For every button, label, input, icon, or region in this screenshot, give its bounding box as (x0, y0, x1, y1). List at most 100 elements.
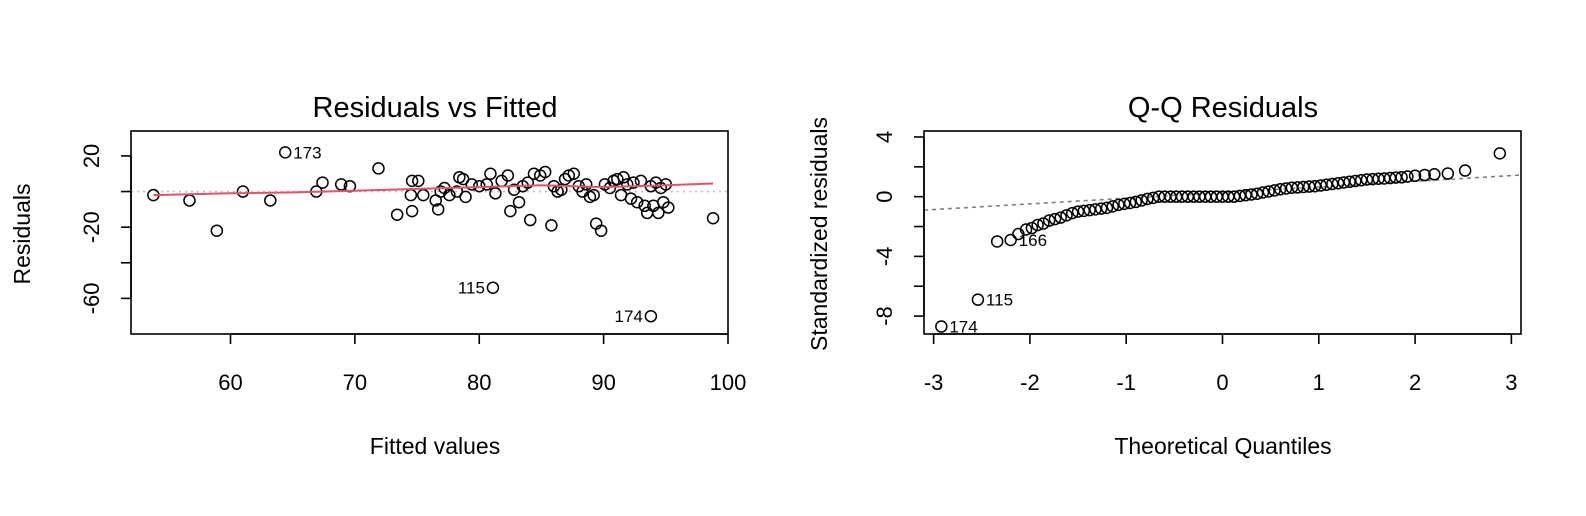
data-point (652, 206, 665, 220)
data-point (316, 176, 329, 189)
data-point (1037, 217, 1050, 230)
x-tick-label: -1 (1116, 370, 1136, 395)
y-tick-label: -20 (79, 211, 104, 243)
data-point (1141, 192, 1154, 206)
data-point (1135, 194, 1148, 207)
data-point (1106, 200, 1119, 213)
smooth-line (153, 182, 714, 197)
data-point (417, 188, 430, 202)
data-point (611, 172, 624, 186)
data-point (1418, 168, 1431, 182)
data-point (183, 194, 196, 207)
data-point (501, 169, 515, 182)
residuals-vs-fitted-panel: Residuals vs Fitted Fitted values Residu… (9, 92, 746, 459)
data-point (567, 167, 581, 180)
data-point (630, 195, 644, 209)
x-tick-label: 70 (343, 370, 367, 395)
data-point (404, 188, 418, 202)
data-point (594, 224, 608, 237)
x-tick-label: 1 (1313, 370, 1325, 395)
data-point (236, 185, 250, 198)
x-tick-label: 3 (1505, 370, 1517, 395)
data-point (627, 176, 640, 189)
data-point (1395, 171, 1408, 184)
y-tick-label: -8 (872, 306, 897, 326)
data-point (264, 194, 277, 207)
point-label: 174 (949, 318, 977, 337)
y-tick-label: 20 (79, 144, 104, 168)
y-tick-label: 4 (872, 131, 897, 143)
data-point (644, 309, 658, 323)
data-point (1250, 187, 1264, 200)
data-point (1262, 185, 1275, 198)
data-point (1054, 211, 1067, 224)
data-point (1094, 202, 1108, 215)
data-point (1118, 197, 1131, 211)
data-point (1441, 167, 1455, 180)
data-point (1019, 223, 1033, 236)
data-point (1428, 168, 1441, 181)
data-point (1401, 170, 1414, 183)
data-point (486, 281, 500, 294)
data-point (1004, 233, 1017, 247)
data-point (504, 204, 517, 218)
plot-frame (130, 130, 729, 335)
data-point (390, 208, 404, 221)
data-point (278, 146, 292, 159)
data-point (634, 174, 648, 188)
y-tick-label: -60 (79, 282, 104, 314)
data-point (1458, 164, 1472, 177)
data-point (372, 162, 385, 175)
x-tick-label: 80 (467, 370, 491, 395)
x-tick-label: 0 (1216, 370, 1228, 395)
data-point (405, 174, 419, 188)
data-point (587, 188, 600, 202)
data-point (624, 192, 638, 205)
data-point (1408, 169, 1422, 183)
data-point (706, 212, 720, 225)
data-point (538, 165, 552, 179)
data-point (1129, 195, 1143, 209)
data-point (443, 188, 456, 202)
data-point (555, 183, 568, 197)
data-point (521, 176, 535, 189)
data-point (1112, 198, 1125, 212)
point-label: 173 (293, 143, 321, 162)
x-tick-label: -2 (1020, 370, 1040, 395)
x-tick-label: 90 (591, 370, 615, 395)
y-axis-label: Standardized residuals (806, 117, 832, 351)
x-tick-label: 100 (710, 370, 747, 395)
x-tick-label: 60 (218, 370, 242, 395)
data-point (480, 178, 493, 191)
point-label: 166 (1019, 231, 1047, 250)
data-point (640, 206, 654, 220)
data-point (1042, 214, 1056, 227)
data-point (1100, 201, 1114, 215)
chart-title: Residuals vs Fitted (313, 92, 558, 124)
data-point (545, 219, 558, 232)
y-tick-label: 0 (872, 191, 897, 203)
data-point (1256, 186, 1270, 199)
data-point (1268, 184, 1281, 197)
data-point (334, 178, 348, 191)
chart-title: Q-Q Residuals (1128, 92, 1318, 124)
point-label: 174 (615, 307, 643, 326)
data-point (1060, 209, 1073, 222)
x-tick-label: -3 (924, 370, 944, 395)
data-point (579, 178, 593, 191)
x-axis-label: Theoretical Quantiles (1114, 433, 1331, 459)
data-point (1048, 212, 1062, 226)
data-point (412, 174, 425, 188)
data-point (638, 199, 651, 213)
data-point (489, 187, 502, 200)
data-point (431, 203, 445, 216)
x-tick-label: 2 (1409, 370, 1421, 395)
y-tick-label: -4 (872, 247, 897, 267)
data-point (459, 190, 472, 204)
data-point (1025, 221, 1039, 235)
point-label: 115 (986, 291, 1013, 310)
data-point (1066, 206, 1079, 220)
y-axis-label: Residuals (9, 184, 35, 285)
